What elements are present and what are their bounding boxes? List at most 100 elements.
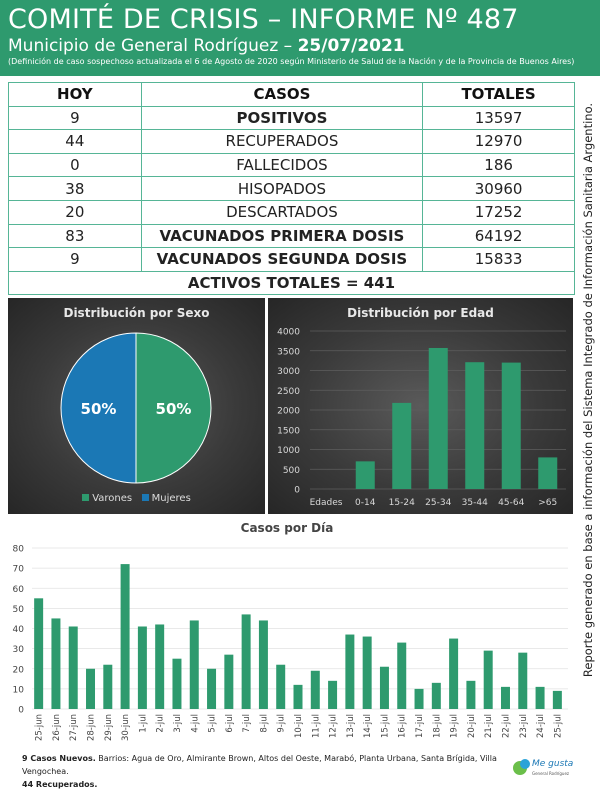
municipality-label: Municipio de General Rodríguez – <box>8 36 298 56</box>
table-row: 20 DESCARTADOS 17252 <box>8 199 575 225</box>
source-note: Reporte generado en base a información d… <box>581 102 595 678</box>
column-header-totales: TOTALES <box>422 82 575 107</box>
x-tick-label: 18-jul <box>432 714 442 738</box>
x-tick-label: 45-64 <box>498 498 524 508</box>
cell-total: 186 <box>422 152 575 178</box>
bar-day-13 <box>258 620 268 709</box>
table-row: 0 FALLECIDOS 186 <box>8 152 575 178</box>
new-cases-barrios: Barrios: Agua de Oro, Almirante Brown, A… <box>22 754 497 776</box>
y-tick-label: 0 <box>294 486 300 496</box>
x-tick-label: 9-jul <box>277 714 287 733</box>
pie-slice-mujeres <box>60 332 137 484</box>
x-tick-label: 13-jul <box>346 714 356 738</box>
sex-distribution-chart: Distribución por Sexo 50% 50% Varones Muj… <box>8 298 265 514</box>
bar-day-4 <box>103 664 113 709</box>
x-tick-label: 16-jul <box>398 714 408 738</box>
cell-caso: DESCARTADOS <box>140 199 424 225</box>
y-tick-label: 2000 <box>277 407 300 417</box>
report-subtitle: Municipio de General Rodríguez – 25/07/2… <box>8 36 592 56</box>
side-note: Reporte generado en base a información d… <box>576 103 600 677</box>
logo-drop-icon <box>520 759 530 769</box>
x-tick-label: 0-14 <box>355 498 376 508</box>
footer-notes: 9 Casos Nuevos. Barrios: Agua de Oro, Al… <box>22 752 502 791</box>
cell-total: 12970 <box>422 129 575 154</box>
y-tick-label: 0 <box>18 706 24 716</box>
bar-day-5 <box>120 564 130 709</box>
column-header-hoy: HOY <box>8 82 142 107</box>
y-tick-label: 1500 <box>277 426 300 436</box>
y-tick-label: 20 <box>13 665 25 675</box>
definition-note: (Definición de caso sospechoso actualiza… <box>8 57 575 66</box>
bar-day-3 <box>86 668 96 709</box>
x-tick-label: 27-jun <box>69 714 79 741</box>
bar-day-7 <box>155 624 165 709</box>
bar-age-0 <box>355 461 375 489</box>
bar-day-16 <box>310 670 320 709</box>
x-tick-label: 10-jul <box>294 714 304 738</box>
cell-total: 15833 <box>422 247 575 272</box>
cell-total: 13597 <box>422 105 575 131</box>
cell-hoy: 38 <box>8 176 142 201</box>
activos-row: ACTIVOS TOTALES = 441 <box>8 270 575 296</box>
bar-day-9 <box>189 620 199 709</box>
pie-chart-title: Distribución por Sexo <box>63 306 210 320</box>
bar-age-2 <box>428 347 448 489</box>
x-tick-label: 29-jun <box>104 714 114 741</box>
y-tick-label: 70 <box>13 565 25 575</box>
bar-day-30 <box>552 690 562 709</box>
y-tick-label: 3000 <box>277 367 300 377</box>
table-row: 9 VACUNADOS SEGUNDA DOSIS 15833 <box>8 247 575 272</box>
daily-chart-title: Casos por Día <box>241 521 334 535</box>
y-tick-label: 80 <box>13 545 25 555</box>
recovered-line: 44 Recuperados. <box>22 778 502 791</box>
bar-age-3 <box>465 362 485 489</box>
x-tick-label: 17-jul <box>415 714 425 738</box>
cell-caso: HISOPADOS <box>140 176 424 201</box>
bar-day-22 <box>414 688 424 709</box>
cell-total: 17252 <box>422 199 575 225</box>
bar-day-19 <box>362 636 372 709</box>
x-tick-label: 23-jul <box>519 714 529 738</box>
municipality-logo: Me gusta General Rodríguez <box>513 759 573 776</box>
x-tick-label: 2-jul <box>156 714 166 733</box>
bar-day-0 <box>34 598 44 709</box>
bar-day-15 <box>293 684 303 709</box>
x-tick-label: 22-jul <box>501 714 511 738</box>
cell-hoy: 44 <box>8 129 142 154</box>
pie-data-label: 50% <box>81 400 117 418</box>
bar-day-29 <box>535 686 545 709</box>
cell-hoy: 20 <box>8 199 142 225</box>
cell-caso: VACUNADOS SEGUNDA DOSIS <box>140 247 424 272</box>
table-row: 9 POSITIVOS 13597 <box>8 105 575 131</box>
x-tick-label: 28-jun <box>87 714 97 741</box>
x-tick-label: 35-44 <box>462 498 488 508</box>
legend-swatch-mujeres <box>141 494 149 501</box>
bar-day-10 <box>207 668 217 709</box>
y-tick-label: 40 <box>13 625 25 635</box>
x-tick-label: 25-jun <box>35 714 45 741</box>
x-tick-label: 21-jul <box>484 714 494 738</box>
x-tick-label: 26-jun <box>52 714 62 741</box>
x-tick-label: 7-jul <box>242 714 252 733</box>
x-tick-label: 11-jul <box>311 714 321 738</box>
pie-legend: Varones Mujeres <box>8 493 265 504</box>
x-tick-label: 4-jul <box>190 714 200 733</box>
cell-hoy: 9 <box>8 105 142 131</box>
new-cases-count: 9 Casos Nuevos. <box>22 754 96 763</box>
y-tick-label: 30 <box>13 645 25 655</box>
report-title: COMITÉ DE CRISIS – INFORME Nº 487 <box>8 4 519 35</box>
x-tick-label: 25-34 <box>425 498 451 508</box>
age-chart-title: Distribución por Edad <box>347 306 494 320</box>
y-tick-label: 10 <box>13 685 25 695</box>
x-tick-label: 24-jul <box>536 714 546 738</box>
x-tick-label: 8-jul <box>259 714 269 733</box>
cell-caso: FALLECIDOS <box>140 152 424 178</box>
cell-total: 30960 <box>422 176 575 201</box>
bar-day-25 <box>466 680 476 709</box>
bar-age-4 <box>501 362 521 489</box>
bar-day-24 <box>449 638 459 709</box>
x-tick-label: 6-jul <box>225 714 235 733</box>
bar-day-21 <box>397 642 407 709</box>
bar-day-26 <box>483 650 493 709</box>
table-row: 83 VACUNADOS PRIMERA DOSIS 64192 <box>8 223 575 249</box>
